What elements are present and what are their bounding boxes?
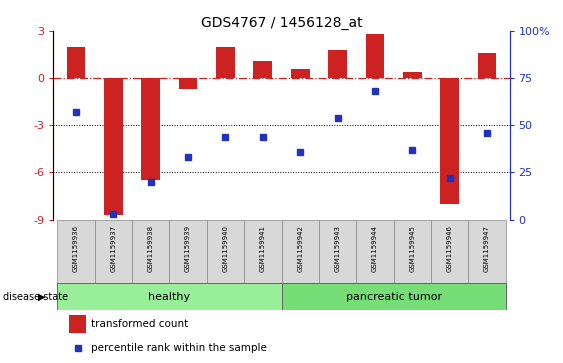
Text: GSM1159945: GSM1159945 [409, 225, 415, 272]
Bar [104, 78, 123, 215]
Bar [178, 78, 198, 89]
Bar [282, 220, 319, 283]
Bar [356, 220, 394, 283]
Text: ▶: ▶ [38, 292, 45, 302]
Text: GSM1159941: GSM1159941 [260, 225, 266, 272]
Bar [207, 220, 244, 283]
Text: GSM1159946: GSM1159946 [446, 225, 453, 272]
Bar [468, 220, 506, 283]
Text: GSM1159943: GSM1159943 [334, 225, 341, 272]
Text: GSM1159938: GSM1159938 [148, 225, 154, 272]
Text: GSM1159947: GSM1159947 [484, 225, 490, 272]
Bar [66, 46, 85, 78]
Bar [394, 220, 431, 283]
Text: GSM1159940: GSM1159940 [222, 225, 229, 272]
Text: GSM1159939: GSM1159939 [185, 225, 191, 272]
Bar [403, 72, 422, 78]
Text: GSM1159942: GSM1159942 [297, 225, 303, 272]
Bar [319, 220, 356, 283]
Text: GSM1159944: GSM1159944 [372, 225, 378, 272]
Text: disease state: disease state [3, 292, 68, 302]
Bar [57, 220, 95, 283]
Bar [253, 61, 272, 78]
Text: pancreatic tumor: pancreatic tumor [346, 292, 442, 302]
Bar [57, 283, 282, 310]
Text: transformed count: transformed count [91, 319, 189, 329]
Text: healthy: healthy [148, 292, 190, 302]
Bar [95, 220, 132, 283]
Bar [216, 46, 235, 78]
Bar [141, 78, 160, 180]
Text: GSM1159937: GSM1159937 [110, 225, 117, 272]
Title: GDS4767 / 1456128_at: GDS4767 / 1456128_at [200, 16, 363, 30]
Bar [440, 78, 459, 204]
Bar [328, 50, 347, 78]
Bar [291, 69, 310, 78]
Bar [244, 220, 282, 283]
Text: percentile rank within the sample: percentile rank within the sample [91, 343, 267, 352]
Bar [132, 220, 169, 283]
Bar [365, 34, 385, 78]
Text: GSM1159936: GSM1159936 [73, 225, 79, 272]
Bar [282, 283, 506, 310]
Bar [431, 220, 468, 283]
Bar [69, 315, 86, 333]
Bar [478, 53, 497, 78]
Bar [169, 220, 207, 283]
